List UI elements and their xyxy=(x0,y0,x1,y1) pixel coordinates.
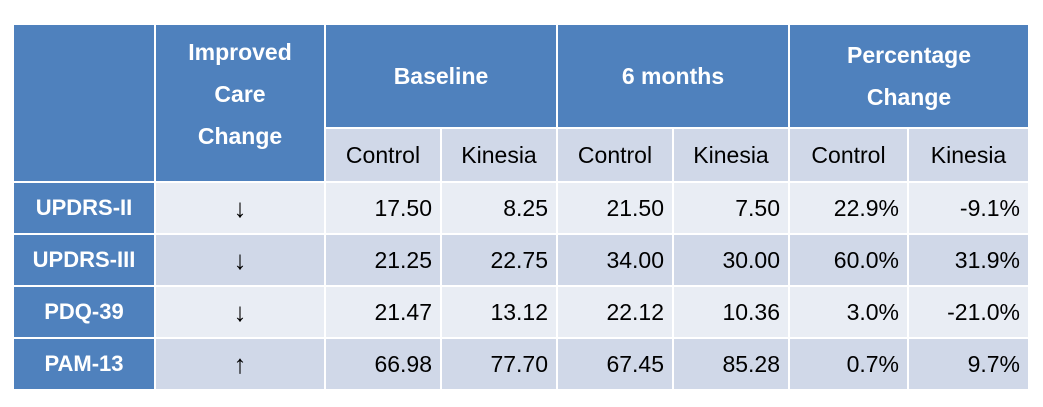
value-cell: 31.9% xyxy=(907,233,1030,287)
value-cell: 30.00 xyxy=(672,233,790,287)
improved-care-change-label: Improved Care Change xyxy=(188,39,292,149)
value-cell: 21.47 xyxy=(324,285,442,339)
value-cell: 21.25 xyxy=(324,233,442,287)
value-cell: 13.12 xyxy=(440,285,558,339)
value-cell: 22.9% xyxy=(788,181,909,235)
row-label: PDQ-39 xyxy=(12,285,156,339)
value-cell: 17.50 xyxy=(324,181,442,235)
value-cell: 60.0% xyxy=(788,233,909,287)
row-label: UPDRS-II xyxy=(12,181,156,235)
value-cell: 67.45 xyxy=(556,337,674,391)
value-cell: 85.28 xyxy=(672,337,790,391)
subheader-kinesia-6mo: Kinesia xyxy=(672,127,790,183)
value-cell: 22.75 xyxy=(440,233,558,287)
subheader-control-baseline: Control xyxy=(324,127,442,183)
value-cell: 22.12 xyxy=(556,285,674,339)
value-cell: 9.7% xyxy=(907,337,1030,391)
corner-cell xyxy=(12,23,156,183)
percentage-change-label: Percentage Change xyxy=(846,42,971,110)
table-row: UPDRS-III ↓ 21.25 22.75 34.00 30.00 60.0… xyxy=(12,233,1030,287)
results-table: Improved Care Change Baseline 6 months P… xyxy=(12,23,1030,391)
value-cell: -9.1% xyxy=(907,181,1030,235)
table-row: PDQ-39 ↓ 21.47 13.12 22.12 10.36 3.0% -2… xyxy=(12,285,1030,339)
six-months-header: 6 months xyxy=(556,23,790,129)
value-cell: 0.7% xyxy=(788,337,909,391)
value-cell: 21.50 xyxy=(556,181,674,235)
table-row: PAM-13 ↑ 66.98 77.70 67.45 85.28 0.7% 9.… xyxy=(12,337,1030,391)
arrow-down-icon: ↓ xyxy=(154,181,326,235)
table-row: UPDRS-II ↓ 17.50 8.25 21.50 7.50 22.9% -… xyxy=(12,181,1030,235)
value-cell: 34.00 xyxy=(556,233,674,287)
percentage-change-header: Percentage Change xyxy=(788,23,1030,129)
improved-care-change-header: Improved Care Change xyxy=(154,23,326,183)
value-cell: 7.50 xyxy=(672,181,790,235)
value-cell: 8.25 xyxy=(440,181,558,235)
subheader-kinesia-pct: Kinesia xyxy=(907,127,1030,183)
arrow-up-icon: ↑ xyxy=(154,337,326,391)
value-cell: 77.70 xyxy=(440,337,558,391)
arrow-down-icon: ↓ xyxy=(154,233,326,287)
arrow-down-icon: ↓ xyxy=(154,285,326,339)
subheader-control-6mo: Control xyxy=(556,127,674,183)
value-cell: 10.36 xyxy=(672,285,790,339)
value-cell: 66.98 xyxy=(324,337,442,391)
subheader-kinesia-baseline: Kinesia xyxy=(440,127,558,183)
row-label: PAM-13 xyxy=(12,337,156,391)
value-cell: -21.0% xyxy=(907,285,1030,339)
baseline-header: Baseline xyxy=(324,23,558,129)
subheader-control-pct: Control xyxy=(788,127,909,183)
value-cell: 3.0% xyxy=(788,285,909,339)
row-label: UPDRS-III xyxy=(12,233,156,287)
